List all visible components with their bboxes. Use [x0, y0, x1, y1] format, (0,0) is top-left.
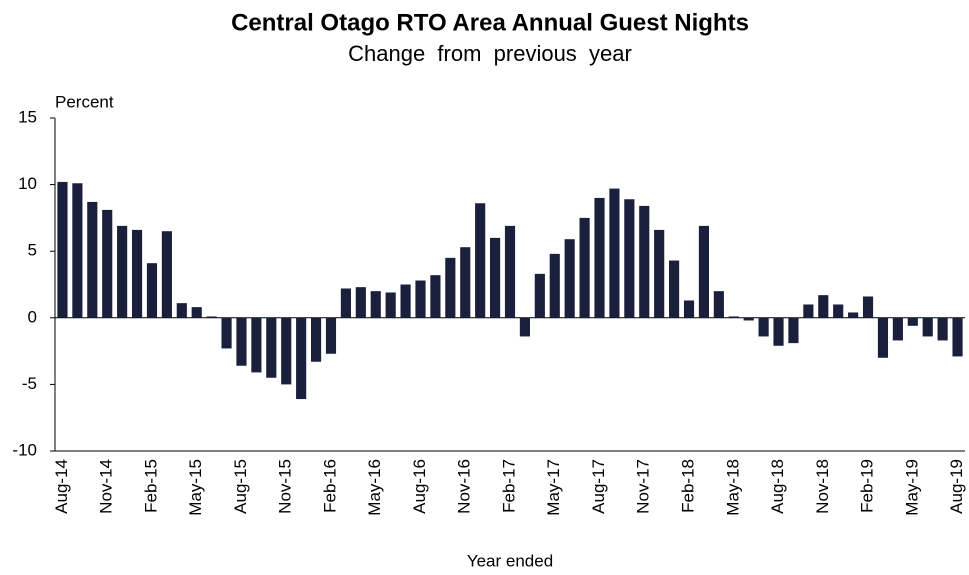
bar — [504, 225, 516, 318]
x-tick-label: Aug-14 — [52, 459, 71, 514]
bar — [937, 317, 948, 341]
x-tick-label: Aug-17 — [589, 459, 608, 514]
bar — [251, 317, 262, 373]
x-tick-label: Feb-15 — [141, 459, 160, 513]
x-tick-label: May-19 — [902, 459, 921, 516]
y-tick-label: -10 — [12, 440, 37, 459]
chart-subtitle: Change from previous year — [348, 41, 632, 66]
y-tick-label: 0 — [28, 307, 37, 326]
bar — [848, 312, 859, 318]
bar — [236, 317, 247, 366]
bar — [445, 257, 456, 318]
bar — [191, 307, 202, 318]
bar — [385, 292, 396, 318]
bar — [728, 316, 739, 318]
bar — [534, 273, 545, 318]
bar — [698, 225, 710, 318]
bar — [87, 201, 98, 318]
bar — [669, 260, 680, 318]
y-tick-label: 5 — [28, 241, 37, 260]
bar — [430, 275, 441, 318]
bar — [788, 317, 799, 344]
bar — [296, 317, 307, 400]
y-tick-label: -5 — [22, 374, 37, 393]
bar — [952, 317, 963, 357]
bar — [102, 209, 113, 318]
bar — [758, 317, 769, 337]
x-tick-label: May-18 — [723, 459, 742, 516]
bar — [862, 296, 874, 318]
bar — [519, 317, 530, 337]
bar — [907, 317, 918, 326]
x-tick-label: May-17 — [544, 459, 563, 516]
x-tick-label: Aug-16 — [410, 459, 429, 514]
y-tick-label: 10 — [18, 174, 37, 193]
x-tick-label: Aug-18 — [768, 459, 787, 514]
bar — [221, 317, 232, 349]
bar — [370, 291, 381, 318]
bar — [609, 188, 620, 318]
y-tick-label: 15 — [18, 107, 37, 126]
bar — [549, 253, 560, 318]
x-tick-label: Aug-19 — [947, 459, 966, 514]
bar — [594, 197, 605, 318]
bar — [400, 284, 411, 318]
x-tick-label: May-16 — [365, 459, 384, 516]
bar — [325, 317, 337, 354]
bar — [654, 229, 665, 318]
x-tick-label: May-15 — [186, 459, 205, 516]
x-tick-label: Nov-15 — [276, 459, 295, 514]
bar — [117, 225, 128, 318]
bar — [161, 231, 172, 318]
x-tick-label: Nov-16 — [455, 459, 474, 514]
bar — [877, 317, 889, 358]
bar — [355, 287, 366, 318]
y-axis-label: Percent — [55, 92, 114, 111]
x-tick-label: Feb-19 — [858, 459, 877, 513]
bar — [340, 288, 351, 318]
bar — [713, 291, 724, 318]
bar — [892, 317, 903, 341]
chart-title: Central Otago RTO Area Annual Guest Nigh… — [231, 9, 749, 36]
bar — [922, 317, 933, 337]
bar — [743, 317, 754, 321]
bar — [131, 229, 143, 318]
bar — [475, 203, 486, 318]
x-tick-label: Feb-17 — [499, 459, 518, 513]
bar — [803, 304, 814, 318]
bar — [206, 316, 217, 318]
bar — [579, 217, 590, 318]
x-tick-label: Feb-18 — [679, 459, 698, 513]
bar — [639, 205, 650, 318]
bar — [57, 181, 68, 318]
bar — [818, 295, 829, 318]
x-axis-label: Year ended — [467, 551, 553, 570]
bar — [624, 199, 635, 318]
bar — [146, 263, 158, 318]
x-tick-label: Aug-15 — [231, 459, 250, 514]
bar — [72, 183, 83, 318]
x-tick-label: Nov-14 — [97, 459, 116, 514]
bar — [310, 317, 322, 362]
x-tick-label: Feb-16 — [320, 459, 339, 513]
bar — [281, 317, 292, 385]
x-tick-label: Nov-18 — [813, 459, 832, 514]
bar — [415, 280, 426, 318]
bar — [490, 237, 501, 318]
bar — [773, 317, 784, 346]
bar — [564, 239, 575, 318]
bar — [683, 300, 695, 318]
bar — [833, 304, 844, 318]
x-tick-label: Nov-17 — [634, 459, 653, 514]
bar — [460, 247, 471, 318]
bar — [266, 317, 277, 378]
bar — [176, 303, 187, 318]
